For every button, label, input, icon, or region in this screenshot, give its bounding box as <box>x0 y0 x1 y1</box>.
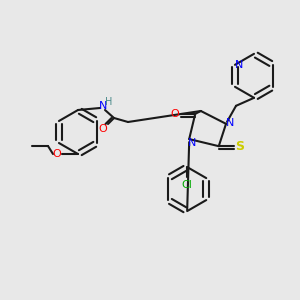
Text: N: N <box>188 138 196 148</box>
Text: O: O <box>99 124 107 134</box>
Text: N: N <box>99 101 107 111</box>
Text: N: N <box>226 118 234 128</box>
Text: O: O <box>52 149 62 159</box>
Text: N: N <box>235 60 243 70</box>
Text: O: O <box>171 109 180 119</box>
Text: S: S <box>235 140 244 153</box>
Text: H: H <box>105 97 113 107</box>
Text: Cl: Cl <box>182 180 193 190</box>
